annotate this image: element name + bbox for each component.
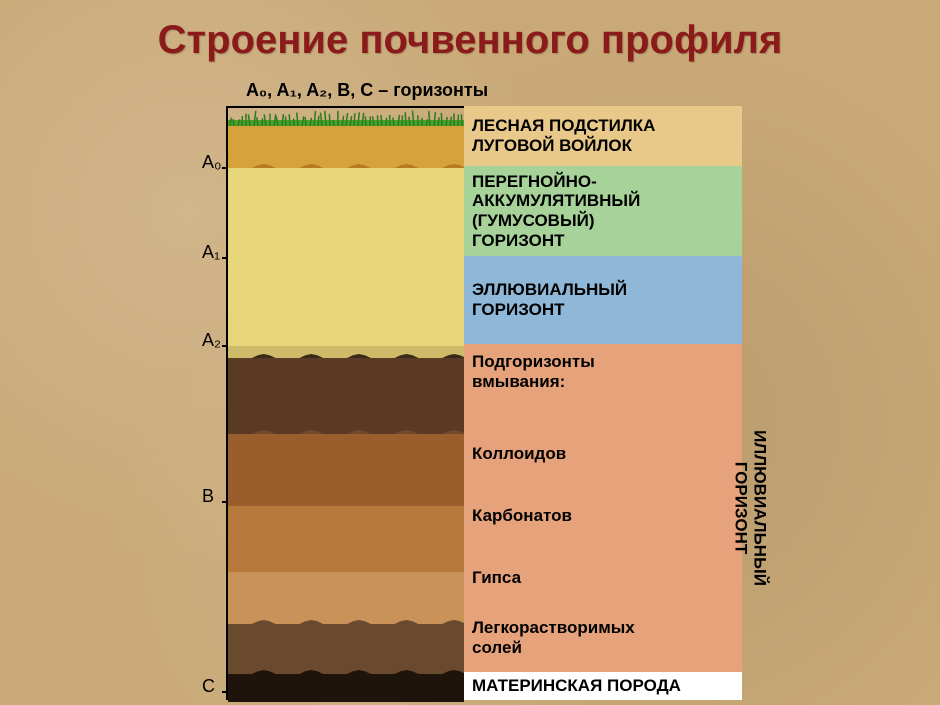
soil-layer-a2: [228, 346, 464, 358]
band-humus: ПЕРЕГНОЙНО-АККУМУЛЯТИВНЫЙ(ГУМУСОВЫЙ)ГОРИ…: [464, 166, 742, 256]
vertical-label: ИЛЛЮВИАЛЬНЫЙГОРИЗОНТ: [731, 430, 768, 586]
band-parent: МАТЕРИНСКАЯ ПОРОДА: [464, 672, 742, 700]
soil-layer-a1: [228, 168, 464, 346]
soil-column: A₀A₁A₂BC: [226, 106, 464, 700]
soil-layer-b3: [228, 506, 464, 572]
band-sublabel: Коллоидов: [472, 444, 566, 464]
soil-layer-c: [228, 674, 464, 702]
axis-tick: [222, 691, 228, 693]
axis-tick: [222, 345, 228, 347]
band-sublabel: Легкорастворимых: [472, 618, 635, 638]
band-label: (ГУМУСОВЫЙ): [472, 211, 742, 231]
axis-label: A₁: [202, 242, 220, 263]
band-label: АККУМУЛЯТИВНЫЙ: [472, 191, 742, 211]
band-sublabel: Гипса: [472, 568, 521, 588]
axis-label: A₀: [202, 152, 221, 173]
axis-tick: [222, 501, 228, 503]
axis-label: A₂: [202, 330, 221, 351]
band-label: ЛЕСНАЯ ПОДСТИЛКА: [472, 116, 742, 136]
band-label: ГОРИЗОНТ: [472, 231, 742, 251]
band-label: МАТЕРИНСКАЯ ПОРОДА: [472, 676, 742, 696]
soil-layer-b2: [228, 434, 464, 506]
band-forest: ЛЕСНАЯ ПОДСТИЛКАЛУГОВОЙ ВОЙЛОК: [464, 106, 742, 166]
band-label: ПЕРЕГНОЙНО-: [472, 172, 742, 192]
grass-icon: [228, 108, 464, 126]
soil-layer-b1: [228, 358, 464, 434]
band-illuvial: Подгоризонтывмывания: Коллоидов Карбонатов…: [464, 344, 742, 672]
band-subheading: вмывания:: [472, 372, 742, 392]
axis-tick: [222, 167, 228, 169]
band-label: ЭЛЛЮВИАЛЬНЫЙ: [472, 280, 742, 300]
axis-tick: [222, 257, 228, 259]
band-sublabel: солей: [472, 638, 522, 658]
axis-label: C: [202, 676, 215, 697]
diagram-subtitle: A₀, A₁, A₂, B, C – горизонты: [246, 80, 488, 101]
soil-layer-b4: [228, 572, 464, 624]
band-label: ГОРИЗОНТ: [472, 300, 742, 320]
soil-profile-diagram: A₀, A₁, A₂, B, C – горизонты A₀A₁A₂BC ЛЕ…: [198, 82, 742, 700]
band-eluvial: ЭЛЛЮВИАЛЬНЫЙГОРИЗОНТ: [464, 256, 742, 344]
band-subheading: Подгоризонты: [472, 352, 742, 372]
horizon-bands: ЛЕСНАЯ ПОДСТИЛКАЛУГОВОЙ ВОЙЛОКПЕРЕГНОЙНО…: [464, 106, 742, 700]
axis-label: B: [202, 486, 214, 507]
soil-layer-grass: [228, 108, 464, 126]
page-title: Строение почвенного профиля: [0, 18, 940, 63]
soil-layer-b5: [228, 624, 464, 674]
soil-layer-a0: [228, 126, 464, 168]
band-sublabel: Карбонатов: [472, 506, 572, 526]
band-label: ЛУГОВОЙ ВОЙЛОК: [472, 136, 742, 156]
